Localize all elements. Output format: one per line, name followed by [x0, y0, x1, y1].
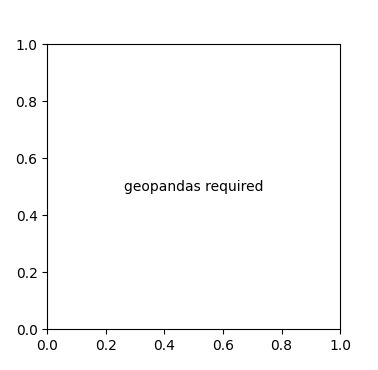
Text: geopandas required: geopandas required [124, 180, 263, 194]
